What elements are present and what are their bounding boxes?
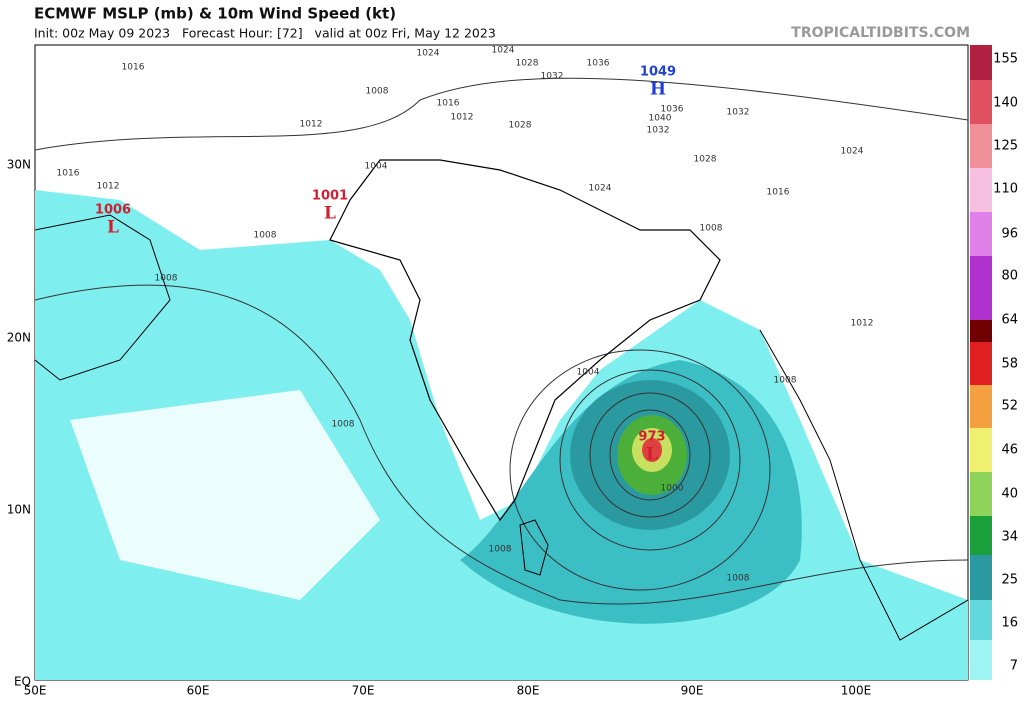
contour-label: 1008	[254, 231, 277, 241]
colorbar-label: 16	[1001, 616, 1018, 631]
colorbar-label: 155	[993, 52, 1018, 67]
myanmar-coast	[759, 329, 968, 641]
contour-label: 1024	[841, 147, 864, 157]
colorbar-label: 58	[1001, 357, 1018, 372]
contour-label: 1032	[541, 72, 564, 82]
contour-label: 1024	[417, 49, 440, 59]
colorbar-label: 46	[1001, 443, 1018, 458]
colorbar	[970, 45, 992, 680]
arabia-coast	[35, 214, 171, 381]
contour-label: 1016	[57, 169, 80, 179]
colorbar-label: 64	[1001, 313, 1018, 328]
colorbar-label: 34	[1001, 530, 1018, 545]
colorbar-label: 80	[1001, 269, 1018, 284]
sri-lanka	[519, 519, 549, 576]
center-value: 1006	[95, 203, 131, 218]
colorbar-label: 110	[993, 182, 1018, 197]
lon-label: 70E	[352, 684, 375, 698]
isobars	[35, 77, 968, 605]
center-letter: H	[650, 80, 666, 100]
contour-label: 1012	[851, 319, 874, 329]
contour-label: 1008	[155, 274, 178, 284]
contour-label: 1012	[451, 113, 474, 123]
contour-label: 1008	[700, 224, 723, 234]
init-line: Init: 00z May 09 2023 Forecast Hour: [72…	[34, 26, 496, 41]
contour-label: 1012	[300, 120, 323, 130]
colorbar-label: 96	[1001, 227, 1018, 242]
colorbar-label: 7	[1010, 659, 1018, 674]
contour-label: 1016	[122, 63, 145, 73]
lat-label: EQ	[14, 675, 31, 689]
contour-label: 1016	[437, 99, 460, 109]
contour-label: 1036	[661, 105, 684, 115]
contour-label: 1000	[661, 484, 684, 494]
contour-label: 1032	[727, 108, 750, 118]
lon-label: 60E	[187, 684, 210, 698]
contour-label: 1008	[727, 574, 750, 584]
title: ECMWF MSLP (mb) & 10m Wind Speed (kt)	[34, 5, 396, 23]
colorbar-label: 125	[993, 139, 1018, 154]
calm-area	[70, 390, 380, 600]
lon-label: 90E	[681, 684, 704, 698]
contour-label: 1036	[587, 59, 610, 69]
center-value: 1001	[312, 189, 348, 204]
contour-label: 1004	[365, 162, 388, 172]
lon-label: 80E	[517, 684, 540, 698]
map-area	[34, 44, 969, 681]
lat-label: 20N	[7, 331, 31, 345]
contour-label: 1008	[366, 87, 389, 97]
contour-label: 1028	[509, 121, 532, 131]
colorbar-label: 25	[1001, 573, 1018, 588]
contour-label: 1028	[516, 59, 539, 69]
lon-label: 50E	[24, 684, 47, 698]
contour-label: 1012	[97, 182, 120, 192]
lat-label: 10N	[7, 503, 31, 517]
contour-label: 1016	[767, 188, 790, 198]
lon-label: 100E	[841, 684, 872, 698]
contour-label: 1008	[774, 376, 797, 386]
center-letter: L	[324, 204, 336, 224]
contour-label: 1032	[647, 126, 670, 136]
colorbar-label: 52	[1001, 399, 1018, 414]
contour-label: 1004	[577, 368, 600, 378]
wind-field	[35, 77, 968, 680]
contour-label: 1040	[649, 114, 672, 124]
source: TROPICALTIDBITS.COM	[791, 25, 970, 41]
india-coast	[329, 159, 721, 522]
cyclone-red	[642, 438, 662, 462]
contour-label: 1024	[492, 46, 515, 56]
center-value: 973	[638, 430, 665, 445]
contour-label: 1008	[489, 545, 512, 555]
contour-label: 1028	[694, 155, 717, 165]
center-letter: L	[646, 445, 658, 465]
colorbar-label: 40	[1001, 487, 1018, 502]
center-letter: L	[107, 218, 119, 238]
contour-label: 1024	[589, 184, 612, 194]
colorbar-label: 140	[993, 96, 1018, 111]
contour-label: 1008	[332, 420, 355, 430]
center-value: 1049	[640, 65, 676, 80]
lat-label: 30N	[7, 158, 31, 172]
